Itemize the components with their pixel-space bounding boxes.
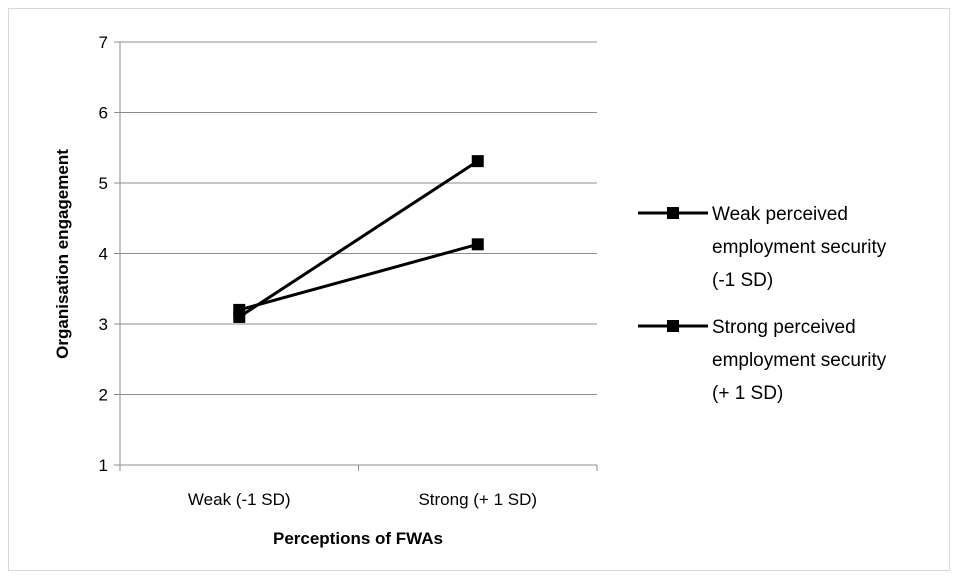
chart-frame bbox=[8, 8, 950, 571]
gridlines bbox=[120, 41, 597, 395]
series-line bbox=[238, 159, 479, 319]
x-axis-title: Perceptions of FWAs bbox=[273, 529, 443, 548]
legend-swatch-marker bbox=[667, 207, 679, 219]
y-tick-label: 2 bbox=[99, 386, 108, 405]
y-tick-label: 7 bbox=[99, 33, 108, 52]
y-tick-label: 1 bbox=[99, 456, 108, 475]
y-tick-label: 3 bbox=[99, 315, 108, 334]
series-lines bbox=[238, 159, 479, 319]
legend-label: Strong perceived bbox=[712, 317, 856, 338]
legend-label: (+ 1 SD) bbox=[712, 383, 783, 404]
y-tick-label: 4 bbox=[99, 245, 108, 264]
y-tick-label: 6 bbox=[99, 104, 108, 123]
data-point-marker bbox=[471, 155, 484, 168]
x-tick-labels: Weak (-1 SD) Strong (+ 1 SD) bbox=[188, 490, 537, 509]
x-tick-label: Weak (-1 SD) bbox=[188, 490, 291, 509]
legend-label: employment security bbox=[712, 237, 887, 258]
legend: Weak perceived employment security (-1 SD)… bbox=[638, 204, 887, 404]
y-axis-title: Organisation engagement bbox=[53, 149, 72, 359]
legend-label: Weak perceived bbox=[712, 204, 848, 225]
axes bbox=[114, 41, 598, 471]
data-point-marker bbox=[471, 238, 484, 251]
y-tick-labels: 1 2 3 4 5 6 7 bbox=[99, 33, 108, 475]
series-line bbox=[238, 242, 479, 312]
series-markers bbox=[233, 155, 484, 323]
y-tick-label: 5 bbox=[99, 174, 108, 193]
data-point-marker bbox=[233, 310, 246, 323]
x-tick-label: Strong (+ 1 SD) bbox=[418, 490, 537, 509]
legend-swatch-marker bbox=[667, 320, 679, 332]
legend-label: employment security bbox=[712, 350, 887, 371]
legend-label: (-1 SD) bbox=[712, 270, 773, 291]
